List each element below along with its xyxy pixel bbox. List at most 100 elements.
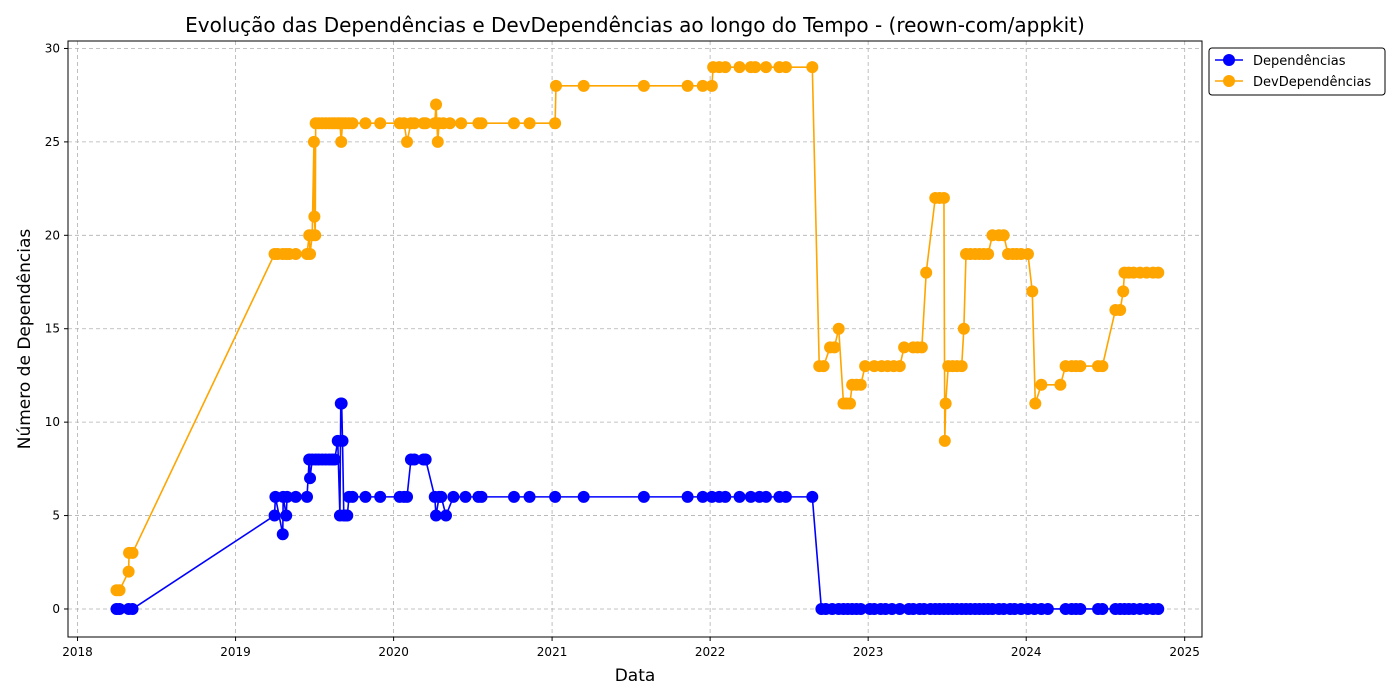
data-point <box>475 490 488 503</box>
data-point <box>893 602 906 615</box>
data-point <box>744 490 757 503</box>
data-point <box>419 453 432 466</box>
data-point <box>341 509 354 522</box>
data-point <box>268 509 281 522</box>
data-point <box>920 266 933 279</box>
data-point <box>475 117 488 130</box>
y-tick-label: 10 <box>45 415 60 429</box>
data-point <box>431 135 444 148</box>
data-point <box>828 341 841 354</box>
data-point <box>408 117 421 130</box>
y-axis-label: Número de Dependências <box>15 229 35 450</box>
data-point <box>893 360 906 373</box>
data-point <box>1114 304 1127 317</box>
data-point <box>733 490 746 503</box>
data-point <box>280 509 293 522</box>
data-point <box>346 490 359 503</box>
data-point <box>759 61 772 74</box>
data-point <box>401 490 414 503</box>
data-point <box>759 490 772 503</box>
y-tick-label: 25 <box>45 135 60 149</box>
data-point <box>113 584 126 597</box>
data-point <box>938 434 951 447</box>
data-point <box>430 98 443 111</box>
data-point <box>696 79 709 92</box>
data-point <box>1035 378 1048 391</box>
data-point <box>289 247 302 260</box>
data-point <box>113 602 126 615</box>
legend-box <box>1208 47 1386 96</box>
x-axis-ticks: 2018 2019 2020 2021 2022 2023 2024 2025 <box>62 637 1200 659</box>
data-point <box>408 453 421 466</box>
data-point <box>549 117 562 130</box>
data-point <box>374 490 387 503</box>
data-point <box>1029 397 1042 410</box>
data-point <box>374 117 387 130</box>
data-point <box>523 117 536 130</box>
x-tick-label: 2019 <box>220 645 251 659</box>
x-tick-label: 2025 <box>1169 645 1200 659</box>
data-point <box>309 229 322 242</box>
data-point <box>1096 360 1109 373</box>
data-point <box>346 117 359 130</box>
data-point <box>301 490 314 503</box>
data-point <box>637 490 650 503</box>
data-point <box>705 79 718 92</box>
data-point <box>1054 378 1067 391</box>
data-point <box>577 490 590 503</box>
data-point <box>779 490 792 503</box>
data-point <box>455 117 468 130</box>
data-point <box>359 117 372 130</box>
x-tick-label: 2024 <box>1011 645 1042 659</box>
legend: Dependências DevDependências <box>1208 47 1386 96</box>
data-point <box>549 79 562 92</box>
data-point <box>435 490 448 503</box>
series-dependencias <box>110 397 1165 615</box>
data-point <box>939 397 952 410</box>
data-point <box>637 79 650 92</box>
data-point <box>308 210 321 223</box>
data-point <box>957 322 970 335</box>
data-point <box>1041 602 1054 615</box>
data-point <box>859 360 872 373</box>
data-point <box>832 322 845 335</box>
data-point <box>281 490 294 503</box>
data-point <box>359 490 372 503</box>
data-point <box>982 247 995 260</box>
data-point <box>915 341 928 354</box>
legend-marker <box>1223 75 1235 87</box>
data-point <box>1096 602 1109 615</box>
y-tick-label: 30 <box>45 41 60 55</box>
y-tick-label: 5 <box>52 509 60 523</box>
data-point <box>443 117 456 130</box>
data-point <box>447 490 460 503</box>
data-point <box>289 490 302 503</box>
x-tick-label: 2020 <box>378 645 409 659</box>
data-point <box>719 490 732 503</box>
data-point <box>955 360 968 373</box>
data-point <box>681 79 694 92</box>
data-point <box>1152 602 1165 615</box>
data-point <box>304 472 317 485</box>
data-point <box>681 490 694 503</box>
data-point <box>1026 285 1039 298</box>
data-point <box>336 434 349 447</box>
data-point <box>126 546 139 559</box>
data-point <box>276 528 289 541</box>
data-point <box>843 397 856 410</box>
data-point <box>126 602 139 615</box>
data-point <box>430 509 443 522</box>
data-point <box>749 61 762 74</box>
data-point <box>304 247 317 260</box>
data-point <box>696 490 709 503</box>
data-point <box>854 378 867 391</box>
data-point <box>997 229 1010 242</box>
data-point <box>854 602 867 615</box>
y-tick-label: 15 <box>45 322 60 336</box>
data-point <box>898 341 911 354</box>
data-point <box>507 117 520 130</box>
data-point <box>817 360 830 373</box>
series-layer <box>110 61 1165 615</box>
